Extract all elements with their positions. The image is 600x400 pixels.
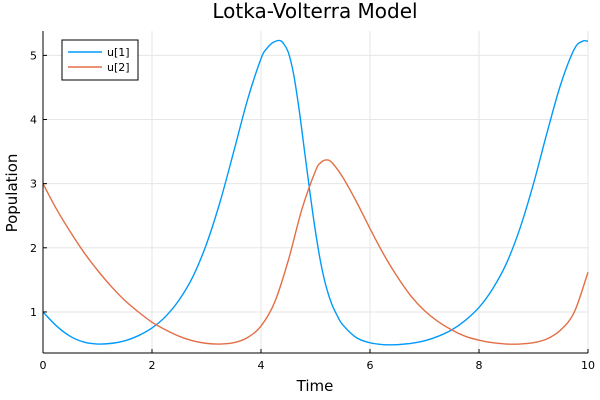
- x-tick-label: 8: [476, 359, 483, 372]
- x-tick-label: 4: [258, 359, 265, 372]
- chart-title: Lotka-Volterra Model: [212, 0, 417, 23]
- series-line-1: [42, 39, 589, 346]
- legend-box: [61, 39, 139, 81]
- y-axis-label: Population: [3, 154, 21, 233]
- y-tick-label: 3: [30, 178, 37, 191]
- y-tick-label: 5: [30, 49, 37, 62]
- legend-label-2: u[2]: [107, 61, 130, 74]
- x-tick-label: 10: [581, 359, 595, 372]
- y-tick-label: 4: [30, 114, 37, 127]
- x-tick-label: 0: [40, 359, 47, 372]
- legend-label-1: u[1]: [107, 46, 130, 59]
- y-tick-label: 1: [30, 306, 37, 319]
- x-axis-label: Time: [296, 377, 334, 395]
- x-tick-label: 2: [149, 359, 156, 372]
- series-group: [42, 39, 589, 346]
- series-line-2: [42, 159, 589, 345]
- legend: u[1] u[2]: [61, 39, 139, 81]
- y-tick-label: 2: [30, 242, 37, 255]
- x-tick-label: 6: [367, 359, 374, 372]
